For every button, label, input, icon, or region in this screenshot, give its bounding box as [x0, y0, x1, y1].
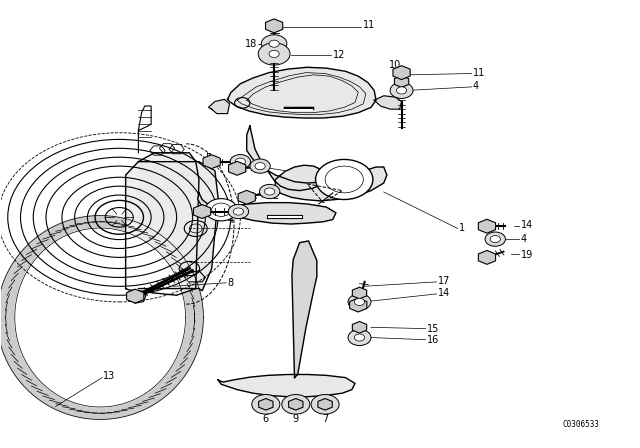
Polygon shape [238, 190, 255, 204]
Text: 14: 14 [521, 220, 533, 230]
Text: 11: 11 [364, 20, 376, 30]
Text: 11: 11 [473, 68, 485, 78]
Circle shape [236, 158, 246, 165]
Circle shape [282, 395, 310, 414]
Text: 4: 4 [228, 215, 234, 224]
Text: 15: 15 [427, 323, 440, 334]
Polygon shape [0, 215, 204, 419]
Text: 7: 7 [322, 414, 328, 423]
Circle shape [255, 163, 265, 170]
Circle shape [355, 334, 365, 341]
Circle shape [348, 330, 371, 345]
Circle shape [485, 232, 506, 246]
Text: 1: 1 [459, 224, 465, 233]
Polygon shape [129, 291, 146, 303]
Polygon shape [259, 399, 273, 410]
Text: 10: 10 [389, 60, 401, 69]
Circle shape [396, 87, 406, 94]
Polygon shape [127, 289, 144, 303]
Circle shape [259, 400, 272, 409]
Polygon shape [349, 298, 367, 312]
Polygon shape [478, 219, 495, 233]
Text: 4: 4 [473, 81, 479, 91]
Text: 14: 14 [438, 288, 450, 298]
Polygon shape [393, 66, 410, 80]
Polygon shape [478, 250, 495, 264]
Text: 8: 8 [228, 278, 234, 288]
Circle shape [259, 185, 280, 198]
Circle shape [490, 236, 500, 243]
Circle shape [390, 82, 413, 99]
Circle shape [258, 43, 290, 65]
Polygon shape [203, 155, 220, 168]
Polygon shape [394, 76, 409, 87]
Polygon shape [374, 96, 401, 109]
Polygon shape [15, 228, 186, 407]
Text: 13: 13 [103, 371, 116, 381]
Text: 2: 2 [272, 191, 278, 202]
Circle shape [261, 35, 287, 52]
Polygon shape [138, 162, 218, 291]
Circle shape [289, 400, 302, 409]
Circle shape [269, 50, 279, 57]
Text: 17: 17 [438, 276, 451, 286]
Polygon shape [218, 375, 355, 397]
Circle shape [319, 400, 332, 409]
Text: 4: 4 [291, 166, 298, 176]
Polygon shape [292, 241, 317, 378]
Circle shape [250, 159, 270, 173]
Circle shape [355, 298, 365, 306]
Text: 6: 6 [250, 164, 256, 173]
Polygon shape [209, 99, 230, 114]
Circle shape [264, 188, 275, 195]
Text: 18: 18 [245, 39, 257, 49]
Polygon shape [353, 322, 367, 333]
Text: 3: 3 [193, 208, 199, 218]
Text: 5: 5 [205, 153, 212, 163]
Circle shape [311, 395, 339, 414]
Polygon shape [266, 19, 283, 33]
Polygon shape [193, 205, 211, 219]
Circle shape [348, 294, 371, 310]
Text: 16: 16 [427, 335, 439, 345]
Circle shape [228, 204, 248, 219]
Polygon shape [318, 399, 332, 410]
Text: C0306533: C0306533 [562, 420, 599, 429]
Circle shape [234, 208, 244, 215]
Polygon shape [125, 153, 199, 295]
Polygon shape [198, 193, 336, 224]
Polygon shape [353, 287, 367, 299]
Text: 4: 4 [521, 234, 527, 244]
Text: 12: 12 [333, 50, 345, 60]
Polygon shape [289, 399, 303, 410]
Circle shape [252, 395, 280, 414]
Polygon shape [246, 126, 387, 201]
Circle shape [269, 40, 279, 47]
Circle shape [230, 155, 250, 169]
Text: 9: 9 [292, 414, 299, 423]
Polygon shape [228, 161, 246, 175]
Circle shape [205, 198, 237, 221]
Text: 19: 19 [521, 250, 533, 260]
Circle shape [316, 159, 373, 199]
Polygon shape [228, 67, 376, 118]
Text: 6: 6 [263, 414, 269, 423]
